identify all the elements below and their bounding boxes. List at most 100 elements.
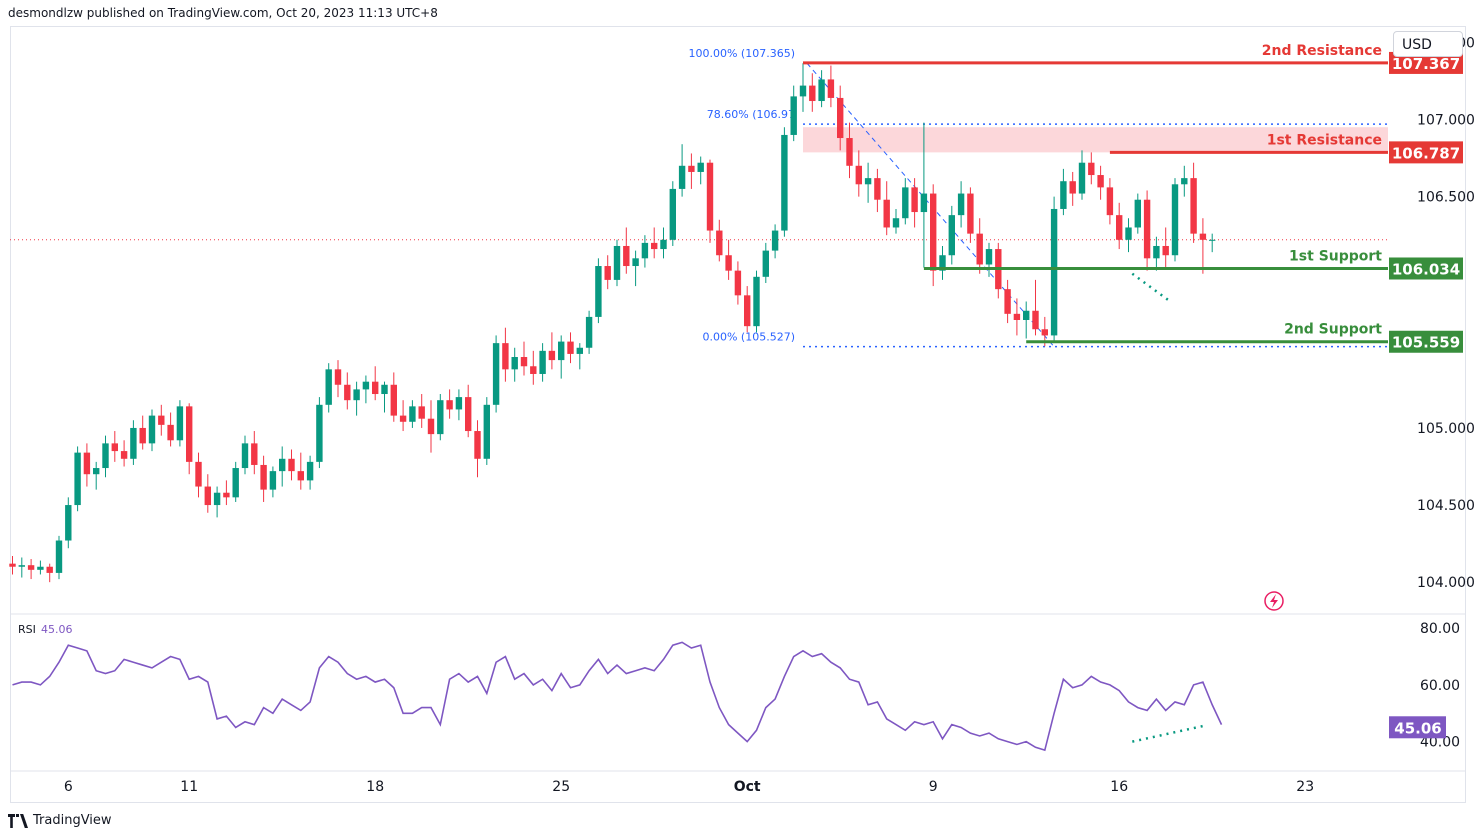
time-tick-label: 11 xyxy=(180,779,198,795)
candle-body xyxy=(669,188,676,240)
candle-body xyxy=(502,343,509,370)
price-tick-label: 107.000 xyxy=(1417,113,1475,129)
candle-body xyxy=(771,230,779,251)
candle-body xyxy=(688,165,695,172)
candle-body xyxy=(455,397,463,410)
candle-body xyxy=(297,471,304,481)
candle-body xyxy=(176,406,184,441)
candle-body xyxy=(18,565,25,567)
candle-body xyxy=(1032,310,1039,330)
candle-body xyxy=(790,96,797,135)
candle-body xyxy=(762,250,769,277)
candle-body xyxy=(279,458,286,472)
candle-body xyxy=(362,381,370,390)
candle-body xyxy=(1181,178,1188,185)
level-label: 1st Support xyxy=(1289,248,1382,264)
time-tick-label: 16 xyxy=(1110,779,1128,795)
candle-body xyxy=(195,461,202,487)
candle-body xyxy=(288,458,295,472)
fib-label: 78.60% (106.97 xyxy=(707,108,795,121)
candle-body xyxy=(158,415,165,425)
rsi-label: RSI xyxy=(18,623,36,636)
candle-body xyxy=(130,427,137,459)
time-tick-label: 23 xyxy=(1296,779,1314,795)
candle-body xyxy=(446,400,453,410)
candle-body xyxy=(306,461,314,481)
candle-body xyxy=(232,468,239,498)
candle-body xyxy=(1050,208,1058,336)
candle-body xyxy=(1078,162,1086,194)
candle-body xyxy=(223,492,230,498)
publish-info: desmondlzw published on TradingView.com,… xyxy=(8,6,438,20)
candle-body xyxy=(1116,215,1123,240)
candle-body xyxy=(1041,329,1048,336)
candle-body xyxy=(344,384,351,401)
candle-body xyxy=(204,486,211,506)
candle-body xyxy=(874,178,881,200)
price-tick-label: 106.500 xyxy=(1417,190,1475,206)
candle-body xyxy=(418,406,425,419)
candle-body xyxy=(1143,199,1151,259)
candle-body xyxy=(1106,187,1114,216)
candle-body xyxy=(93,468,100,475)
candle-body xyxy=(725,255,732,271)
candle-body xyxy=(716,230,723,256)
level-price-badge-label: 106.034 xyxy=(1392,260,1460,278)
candle-body xyxy=(1004,289,1011,314)
level-price-badge-label: 106.787 xyxy=(1392,144,1460,162)
rsi-line xyxy=(12,641,1223,752)
footer-brand[interactable]: TradingView xyxy=(8,813,112,828)
candle-body xyxy=(372,381,379,395)
candle-body xyxy=(883,199,890,228)
candle-body xyxy=(799,85,807,97)
candle-body xyxy=(1097,175,1104,188)
candle-body xyxy=(595,266,602,317)
price-tick-label: 105.000 xyxy=(1417,421,1475,437)
candle-body xyxy=(1199,233,1207,240)
candle-body xyxy=(1190,178,1197,234)
flash-bolt-icon xyxy=(1270,594,1278,608)
candle-body xyxy=(55,540,63,573)
candle-body xyxy=(186,406,193,462)
candle-body xyxy=(148,415,156,444)
tradingview-logo-icon xyxy=(8,813,28,828)
candle-body xyxy=(399,415,407,422)
candle-body xyxy=(1088,162,1095,176)
level-price-badge xyxy=(1389,257,1463,280)
candle-body xyxy=(260,464,267,490)
candle-body xyxy=(548,350,556,361)
rsi-tick-label: 60.00 xyxy=(1420,678,1460,694)
time-tick-label: 25 xyxy=(552,779,570,795)
price-tick-label: 104.500 xyxy=(1417,498,1475,514)
candle-body xyxy=(1162,245,1169,256)
rsi-value-badge-label: 45.06 xyxy=(1394,719,1441,737)
candle-body xyxy=(734,270,742,296)
candle-body xyxy=(1171,184,1179,256)
candle-body xyxy=(111,443,118,452)
candle-body xyxy=(809,85,816,102)
currency-button[interactable]: USD xyxy=(1393,31,1463,57)
level-price-badge xyxy=(1389,141,1463,164)
candle-body xyxy=(613,245,621,280)
rsi-value-label: 45.06 xyxy=(41,623,73,636)
flash-icon xyxy=(1264,591,1284,611)
candle-body xyxy=(74,452,81,506)
candle-body xyxy=(334,369,342,385)
fib-label: 100.00% (107.365) xyxy=(688,47,795,60)
rsi-tick-label: 80.00 xyxy=(1420,621,1460,637)
candle-body xyxy=(930,193,937,271)
candle-body xyxy=(381,384,388,395)
candle-body xyxy=(65,505,72,541)
candle-body xyxy=(46,566,53,573)
candle-body xyxy=(567,341,574,354)
candle-body xyxy=(1013,313,1021,320)
candle-body xyxy=(678,165,686,189)
candle-body xyxy=(437,400,444,435)
time-tick-label: Oct xyxy=(734,779,761,795)
chart-frame xyxy=(10,26,1466,803)
candle-body xyxy=(641,242,649,259)
candle-body xyxy=(855,165,862,185)
candle-body xyxy=(660,239,667,250)
candle-body xyxy=(530,366,537,374)
